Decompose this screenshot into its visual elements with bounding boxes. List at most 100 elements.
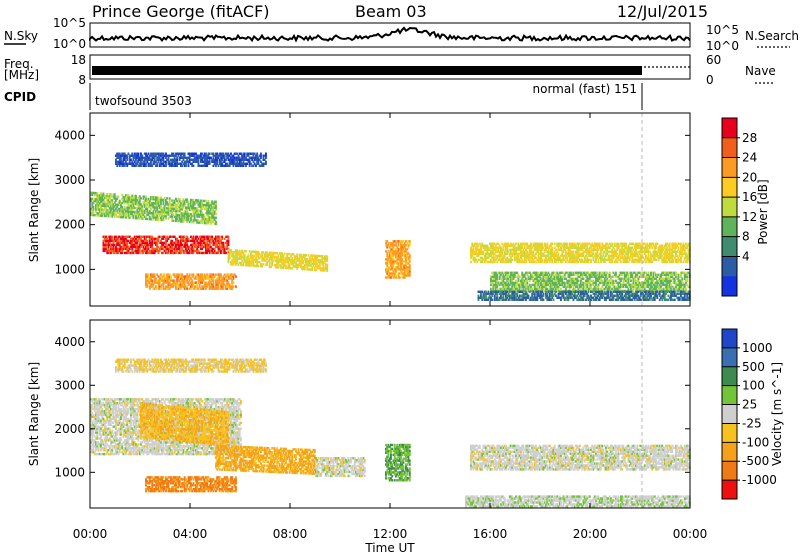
power-cell-3 xyxy=(203,288,205,290)
power-cell-1 xyxy=(111,236,113,238)
power-cell-5 xyxy=(551,261,553,263)
freq-trace xyxy=(92,66,642,75)
power-cell-2 xyxy=(284,253,286,255)
power-cell-2 xyxy=(321,255,323,257)
power-cell-0 xyxy=(93,206,95,208)
power-cell-2 xyxy=(300,254,302,256)
power-cell-5 xyxy=(645,261,647,263)
power-cell-2 xyxy=(236,249,238,251)
power-cell-0 xyxy=(119,200,121,202)
power-cell-6 xyxy=(508,272,510,274)
power-cell-5 xyxy=(565,261,567,263)
power-cell-2 xyxy=(296,253,298,255)
power-cell-6 xyxy=(685,288,687,290)
power-cell-2 xyxy=(291,257,293,259)
power-cell-0 xyxy=(96,192,98,194)
power-cell-0 xyxy=(121,194,123,196)
power-cell-0 xyxy=(204,216,206,218)
power-cell-6 xyxy=(613,280,615,282)
power-cell-5 xyxy=(541,243,543,245)
power-cell-0 xyxy=(131,195,133,197)
power-cell-2 xyxy=(308,254,310,256)
power-cell-6 xyxy=(583,278,585,280)
nave-tick-60: 60 xyxy=(706,53,721,67)
power-cell-2 xyxy=(248,254,250,256)
power-cell-0 xyxy=(104,201,106,203)
power-cell-0 xyxy=(215,213,217,215)
power-cell-0 xyxy=(201,212,203,214)
power-cell-0 xyxy=(141,207,143,209)
power-cell-5 xyxy=(673,261,675,263)
power-cell-3 xyxy=(149,288,151,290)
power-cell-5 xyxy=(525,261,527,263)
noise-tick-bottom-left: 10^0 xyxy=(53,37,86,51)
power-cell-0 xyxy=(103,193,105,195)
nsky-label: N.Sky xyxy=(4,29,38,43)
power-cell-5 xyxy=(558,261,560,263)
power-cell-0 xyxy=(193,199,195,201)
power-cell-0 xyxy=(139,195,141,197)
cpid-label: CPID xyxy=(4,90,36,104)
power-cell-5 xyxy=(598,261,600,263)
power-cell-0 xyxy=(198,219,200,221)
power-cell-5 xyxy=(686,261,688,263)
power-cell-4 xyxy=(409,270,411,272)
power-cell-5 xyxy=(656,243,658,245)
power-cell-5 xyxy=(551,243,553,245)
power-cell-4 xyxy=(409,254,411,256)
power-cell-2 xyxy=(305,254,307,256)
date-title: 12/Jul/2015 xyxy=(617,2,708,21)
power-cell-5 xyxy=(515,243,517,245)
power-cell-6 xyxy=(560,288,562,290)
power-cell-6 xyxy=(614,282,616,284)
power-cell-0 xyxy=(179,198,181,200)
power-cell-0 xyxy=(183,198,185,200)
power-cell-3 xyxy=(198,288,200,290)
power-cell-1 xyxy=(151,240,153,242)
power-cell-0 xyxy=(134,207,136,209)
power-cell-5 xyxy=(494,261,496,263)
power-cell-5 xyxy=(551,247,553,249)
power-cell-2 xyxy=(326,260,328,262)
cpid-twofsound: twofsound 3503 xyxy=(95,94,192,108)
power-cell-3 xyxy=(215,273,217,275)
power-cell-0 xyxy=(140,203,142,205)
power-cell-2 xyxy=(239,250,241,252)
power-cell-0 xyxy=(166,201,168,203)
noise-trace xyxy=(90,28,690,41)
power-cell-5 xyxy=(678,261,680,263)
cpid-normal-fast: normal (fast) 151 xyxy=(533,82,637,96)
power-cell-5 xyxy=(511,259,513,261)
power-cell-5 xyxy=(496,261,498,263)
power-cell-6 xyxy=(650,272,652,274)
power-cell-3 xyxy=(233,285,235,287)
power-cell-0 xyxy=(215,221,217,223)
power-cell-6 xyxy=(519,276,521,278)
power-cell-3 xyxy=(190,288,192,290)
power-cell-6 xyxy=(593,280,595,282)
power-cell-5 xyxy=(590,261,592,263)
power-cell-5 xyxy=(680,261,682,263)
power-cell-5 xyxy=(578,261,580,263)
power-cell-5 xyxy=(555,261,557,263)
power-cell-5 xyxy=(620,261,622,263)
power-cell-5 xyxy=(611,261,613,263)
power-cell-2 xyxy=(259,261,261,263)
power-cell-5 xyxy=(595,261,597,263)
power-cell-3 xyxy=(174,279,176,281)
power-cell-0 xyxy=(175,198,177,200)
power-cell-5 xyxy=(688,243,690,245)
power-cell-5 xyxy=(535,261,537,263)
power-cell-0 xyxy=(211,200,213,202)
power-cell-2 xyxy=(245,250,247,252)
power-cell-5 xyxy=(616,261,618,263)
power-cell-0 xyxy=(140,197,142,199)
power-cell-5 xyxy=(558,253,560,255)
power-cell-1 xyxy=(225,252,227,254)
power-cell-2 xyxy=(241,250,243,252)
power-cell-6 xyxy=(648,272,650,274)
power-cell-0 xyxy=(118,196,120,198)
power-cell-3 xyxy=(226,288,228,290)
power-cell-5 xyxy=(470,261,472,263)
